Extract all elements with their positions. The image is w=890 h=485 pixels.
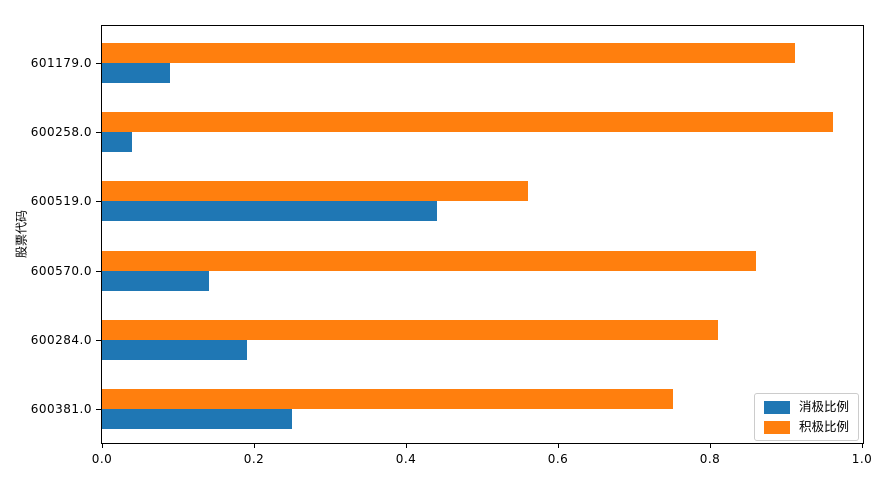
- x-tick-mark: [406, 444, 407, 448]
- bar-negative: [102, 63, 170, 83]
- bar-group: [102, 389, 673, 429]
- y-tick-label: 600570.0: [30, 263, 92, 278]
- x-tick-mark: [862, 444, 863, 448]
- legend-item: 消极比例: [763, 399, 849, 414]
- y-tick-label: 600284.0: [30, 332, 92, 347]
- bar-group: [102, 319, 718, 360]
- bar-positive: [102, 389, 673, 409]
- x-tick-mark: [102, 444, 103, 448]
- x-tick-label: 0.8: [699, 452, 721, 466]
- bar-negative: [102, 270, 209, 291]
- x-tick-mark: [558, 444, 559, 448]
- legend-label: 积极比例: [798, 419, 849, 434]
- bar-group: [102, 250, 756, 291]
- legend: 消极比例 积极比例: [753, 393, 859, 441]
- bar-positive: [102, 319, 718, 340]
- y-tick-mark: [96, 63, 101, 64]
- y-tick-mark: [96, 339, 101, 341]
- legend-item: 积极比例: [763, 419, 849, 434]
- x-tick-label: 0.2: [243, 452, 265, 466]
- x-tick-label: 0.4: [395, 452, 417, 466]
- x-tick-mark: [254, 444, 255, 448]
- x-tick-label: 0.6: [547, 452, 569, 466]
- plot-area: 消极比例 积极比例: [101, 25, 864, 444]
- bar-group: [102, 181, 528, 222]
- y-tick-mark: [96, 201, 101, 203]
- legend-swatch-icon: [763, 400, 790, 414]
- y-tick-label: 600258.0: [30, 125, 92, 140]
- y-tick-mark: [96, 132, 101, 134]
- x-tick-label: 1.0: [851, 452, 873, 466]
- y-tick-label: 601179.0: [30, 56, 92, 70]
- y-axis-title: 股票代码: [14, 209, 29, 259]
- bar-group: [102, 43, 795, 83]
- y-tick-mark: [96, 270, 101, 272]
- bar-negative: [102, 132, 132, 153]
- y-tick-label: 600381.0: [30, 402, 92, 416]
- x-tick-mark: [710, 444, 711, 448]
- y-tick-mark: [96, 409, 101, 410]
- y-tick-label: 600519.0: [30, 194, 92, 209]
- bar-negative: [102, 409, 292, 429]
- bar-positive: [102, 250, 756, 271]
- bar-positive: [102, 43, 795, 63]
- bar-group: [102, 112, 833, 153]
- legend-swatch-icon: [763, 420, 790, 434]
- x-tick-label: 0.0: [91, 452, 113, 466]
- bar-positive: [102, 112, 833, 133]
- legend-label: 消极比例: [798, 399, 849, 414]
- bar-positive: [102, 181, 528, 202]
- bar-negative: [102, 201, 437, 222]
- bar-negative: [102, 339, 247, 360]
